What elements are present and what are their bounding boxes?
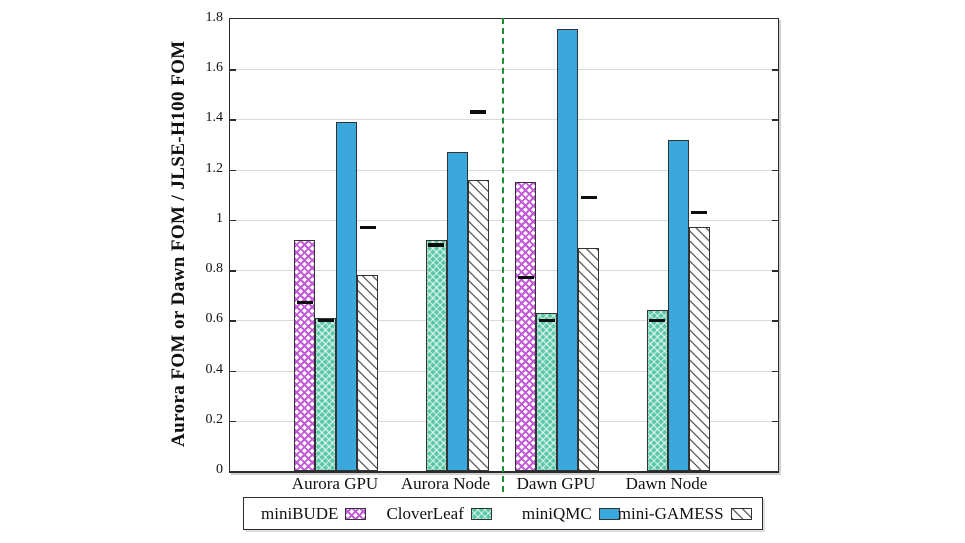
bar-miniQMC-Dawn GPU	[557, 29, 578, 471]
y-axis-tick-labels: 0 0.2 0.4 0.6 0.8 1 1.2 1.4 1.6 1.8	[160, 0, 224, 543]
axis-tick	[230, 320, 236, 322]
legend-item-miniBUDE: miniBUDE	[261, 503, 367, 524]
axis-tick	[230, 69, 236, 71]
y-tick-label: 1.8	[205, 10, 224, 25]
marker-miniBUDE-Dawn GPU	[517, 275, 534, 280]
axis-tick	[230, 119, 236, 122]
x-category-label: Dawn GPU	[516, 474, 596, 493]
y-tick-label: 1	[216, 210, 223, 226]
bar-mini-GAMESS-Aurora GPU	[357, 275, 378, 471]
bar-miniBUDE-Aurora GPU	[294, 239, 315, 471]
marker-mini-GAMESS-Aurora GPU	[359, 225, 376, 230]
axis-tick	[772, 69, 778, 71]
y-tick-label: 0	[216, 462, 223, 477]
y-tick-label: 0.2	[205, 411, 224, 427]
legend-label: miniBUDE	[261, 503, 339, 523]
axis-tick	[772, 320, 778, 322]
y-tick-label: 0.4	[205, 361, 224, 377]
bar-CloverLeaf-Aurora GPU	[315, 317, 336, 471]
y-tick-label: 1.6	[205, 60, 224, 76]
gridline	[230, 219, 778, 221]
axis-tick	[772, 420, 778, 423]
legend-item-CloverLeaf: CloverLeaf	[386, 503, 492, 524]
legend-item-miniQMC: miniQMC	[522, 504, 620, 524]
gridline	[230, 420, 778, 422]
axis-tick	[772, 270, 778, 272]
legend-item-mini-GAMESS: mini-GAMESS	[618, 504, 752, 524]
axis-tick	[772, 169, 778, 172]
legend-swatch-crosshatch-magenta	[345, 507, 367, 520]
axis-tick	[230, 370, 236, 373]
marker-miniBUDE-Aurora GPU	[296, 301, 313, 305]
bar-CloverLeaf-Aurora Node	[425, 239, 447, 471]
marker-mini-GAMESS-Dawn GPU	[580, 195, 597, 199]
axis-tick	[772, 370, 778, 373]
axis-tick	[230, 219, 236, 222]
marker-mini-GAMESS-Aurora Node	[470, 110, 486, 114]
marker-mini-GAMESS-Dawn Node	[691, 210, 707, 215]
legend-label: miniQMC	[521, 503, 592, 523]
marker-CloverLeaf-Dawn GPU	[538, 318, 555, 323]
gridline	[230, 370, 778, 372]
legend: miniBUDE CloverLeaf miniQMC mini-GAMESS	[243, 497, 763, 530]
x-category-label: Aurora GPU	[291, 474, 379, 493]
y-tick-label: 1.4	[205, 110, 224, 126]
bar-miniQMC-Dawn Node	[667, 139, 689, 471]
axis-tick	[772, 119, 778, 122]
bar-miniBUDE-Dawn GPU	[515, 182, 536, 471]
y-tick-label: 1.2	[205, 160, 224, 176]
legend-label: CloverLeaf	[386, 503, 464, 523]
bar-mini-GAMESS-Dawn Node	[688, 227, 710, 471]
bar-CloverLeaf-Dawn GPU	[536, 312, 557, 471]
marker-CloverLeaf-Dawn Node	[649, 318, 665, 323]
x-category-label: Aurora Node	[400, 474, 491, 493]
axis-tick	[230, 420, 236, 423]
axis-tick	[230, 169, 236, 172]
gridline	[230, 169, 778, 171]
bar-miniQMC-Aurora Node	[446, 152, 468, 471]
y-tick-label: 0.8	[205, 261, 224, 277]
marker-CloverLeaf-Aurora Node	[428, 243, 444, 247]
legend-label: mini-GAMESS	[617, 503, 724, 523]
x-category-label: Dawn Node	[625, 474, 708, 493]
gridline	[230, 270, 778, 272]
gridline	[230, 320, 778, 322]
marker-CloverLeaf-Aurora GPU	[317, 318, 334, 323]
legend-swatch-solid-blue	[598, 507, 620, 520]
axis-tick	[772, 219, 778, 222]
bar-miniQMC-Aurora GPU	[336, 121, 357, 471]
y-tick-label: 0.6	[205, 311, 224, 327]
axis-tick	[230, 270, 236, 272]
gridline	[230, 119, 778, 121]
bar-CloverLeaf-Dawn Node	[646, 310, 668, 471]
bar-mini-GAMESS-Aurora Node	[467, 179, 489, 471]
gridline	[230, 69, 778, 71]
aurora-dawn-separator-line	[502, 18, 504, 492]
bar-mini-GAMESS-Dawn GPU	[578, 247, 599, 471]
plot-area	[229, 18, 779, 473]
legend-swatch-checker-green	[470, 507, 492, 520]
legend-swatch-hatch-gray	[730, 507, 752, 520]
